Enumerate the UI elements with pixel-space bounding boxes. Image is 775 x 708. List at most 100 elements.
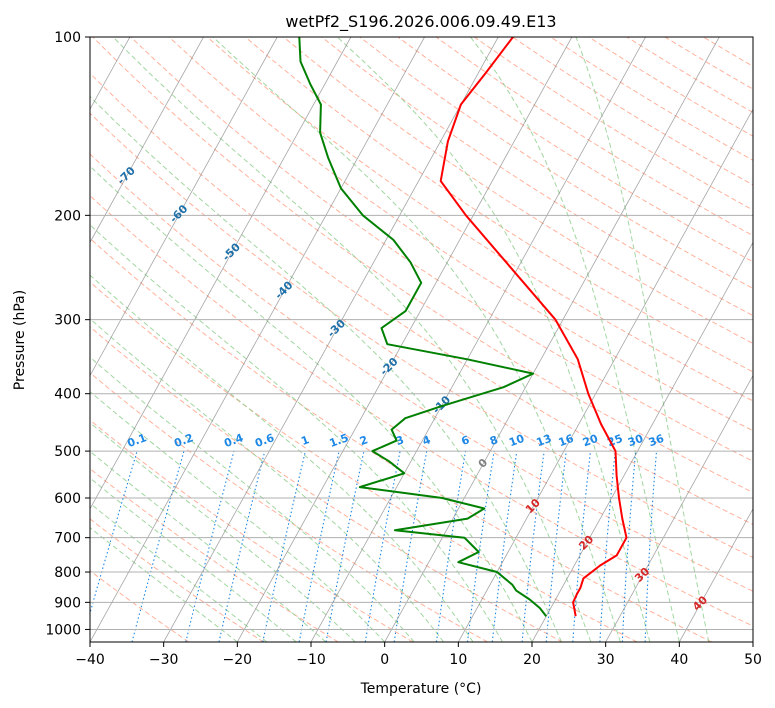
dry-adiabat-line — [90, 153, 753, 592]
dry-adiabat-line — [90, 281, 638, 642]
y-axis-label: Pressure (hPa) — [12, 290, 28, 390]
moist-adiabat-line — [90, 450, 327, 642]
isotherm-line — [384, 37, 720, 642]
mixing-ratio-label: 30 — [626, 432, 645, 450]
mixing-ratio-line — [466, 451, 495, 642]
dry-adiabat-label: -80 — [62, 126, 85, 149]
moist-adiabat-line — [90, 224, 503, 642]
dry-adiabat-line — [588, 37, 753, 137]
mixing-ratio-line — [621, 451, 637, 642]
isotherm-line — [90, 37, 278, 377]
mixing-ratio-label: 10 — [507, 432, 526, 450]
mixing-ratio-labels: 0.1 0.2 0.4 0.6 1 1.5 2 3 4 6 8 10 13 16 20 25 30 36 — [126, 431, 666, 450]
mixing-ratio-line — [325, 450, 365, 642]
dewpoint-profile-line — [298, 37, 547, 617]
profiles — [298, 37, 628, 617]
moist-adiabat-line — [90, 391, 386, 642]
dry-adiabat-line — [90, 518, 264, 642]
plot-area: -100-90-80-70-60-50-40-30-20-10 0 10 20 30 4… — [0, 37, 753, 642]
mixing-ratio-label: 25 — [606, 432, 625, 449]
mixing-ratio-label: 20 — [581, 432, 600, 450]
dry-adiabat-labels: -100-90-80-70-60-50-40-30-20-10 — [62, 126, 454, 417]
mixing-ratio-line — [262, 450, 306, 642]
y-tick-label: 200 — [54, 208, 81, 224]
skewed-isotherms — [0, 37, 753, 642]
dry-adiabat-line — [90, 72, 753, 526]
mixing-ratio-line — [599, 451, 616, 642]
mixing-ratio-label: 0.4 — [222, 431, 245, 450]
x-tick-label: −40 — [75, 652, 105, 668]
dry-adiabats — [90, 37, 753, 642]
mixing-ratio-line — [572, 451, 592, 642]
moist-adiabat-line — [90, 502, 268, 642]
x-axis-ticks: −40 −30 −20 −10 0 10 20 30 40 50 — [75, 642, 762, 668]
mixing-ratio-label: 2 — [358, 433, 370, 448]
x-tick-label: 50 — [744, 652, 762, 668]
mixing-ratio-line — [298, 450, 340, 642]
moist-adiabat-line — [90, 165, 533, 642]
x-tick-label: −30 — [149, 652, 179, 668]
isotherm-line — [310, 37, 646, 642]
dry-adiabat-line — [92, 37, 753, 494]
plot-frame — [89, 36, 754, 643]
moist-adiabat-label: 0 — [476, 456, 491, 471]
mixing-ratio-line — [218, 450, 266, 642]
moist-adiabat-line — [90, 526, 238, 642]
moist-adiabat-label: 10 — [523, 496, 543, 516]
x-tick-label: 30 — [597, 652, 615, 668]
dry-adiabat-line — [206, 37, 753, 402]
moist-adiabat-label: 20 — [576, 533, 596, 553]
dry-adiabat-label: -60 — [167, 202, 190, 225]
mixing-ratio-line — [435, 451, 467, 642]
isotherm-line — [678, 507, 753, 642]
isotherm-line — [0, 37, 56, 642]
moist-adiabat-line — [90, 422, 356, 642]
isotherm-line — [90, 37, 352, 510]
moist-adiabat-line — [212, 37, 621, 642]
mixing-ratio-label: 16 — [557, 432, 576, 450]
moist-adiabat-line — [575, 37, 710, 642]
dry-adiabat-line — [90, 195, 753, 627]
mixing-ratio-label: 4 — [421, 433, 433, 448]
dry-adiabat-line — [664, 37, 753, 90]
dry-adiabat-line — [168, 37, 753, 432]
mixing-ratio-line — [545, 451, 567, 642]
moist-adiabat-line — [90, 274, 474, 642]
moist-adiabat-line — [90, 318, 444, 642]
mixing-ratio-line — [521, 451, 545, 642]
mixing-ratio-label: 0.2 — [172, 431, 195, 450]
isobar-gridlines — [90, 37, 753, 630]
y-tick-label: 400 — [54, 387, 81, 403]
x-tick-label: 10 — [449, 652, 467, 668]
mixing-ratio-label: 0.1 — [126, 431, 149, 450]
isotherm-line — [605, 374, 753, 642]
moist-adiabat-label: 40 — [690, 593, 710, 613]
x-tick-label: 0 — [380, 652, 389, 668]
dry-adiabat-line — [90, 112, 753, 559]
dry-adiabat-line — [321, 37, 753, 317]
mixing-ratio-line — [90, 450, 138, 615]
isotherm-line — [236, 37, 573, 642]
isotherm-line — [163, 37, 499, 642]
dry-adiabat-line — [90, 570, 190, 642]
isotherm-line — [90, 37, 204, 244]
x-tick-label: −10 — [296, 652, 326, 668]
y-axis-ticks: 100 200 300 400 500 600 700 800 900 1000 — [45, 30, 90, 638]
moist-adiabat-line — [90, 356, 415, 642]
moist-adiabat-line — [90, 95, 562, 642]
moist-adiabat-line — [470, 37, 680, 642]
dry-adiabat-line — [90, 468, 339, 642]
chart-title: wetPf2_S196.2026.006.09.49.E13 — [285, 12, 556, 32]
temperature-profile-line — [439, 37, 628, 617]
mixing-ratio-line — [491, 451, 518, 642]
isotherm-line — [90, 37, 425, 642]
mixing-ratio-label: 3 — [394, 433, 406, 448]
dry-adiabat-label: -40 — [272, 278, 295, 301]
mixing-ratio-lines — [90, 450, 658, 642]
x-tick-label: −20 — [223, 652, 253, 668]
y-tick-label: 1000 — [45, 622, 81, 638]
moist-adiabats — [90, 37, 710, 642]
x-tick-label: 40 — [670, 652, 688, 668]
y-tick-label: 600 — [54, 491, 81, 507]
